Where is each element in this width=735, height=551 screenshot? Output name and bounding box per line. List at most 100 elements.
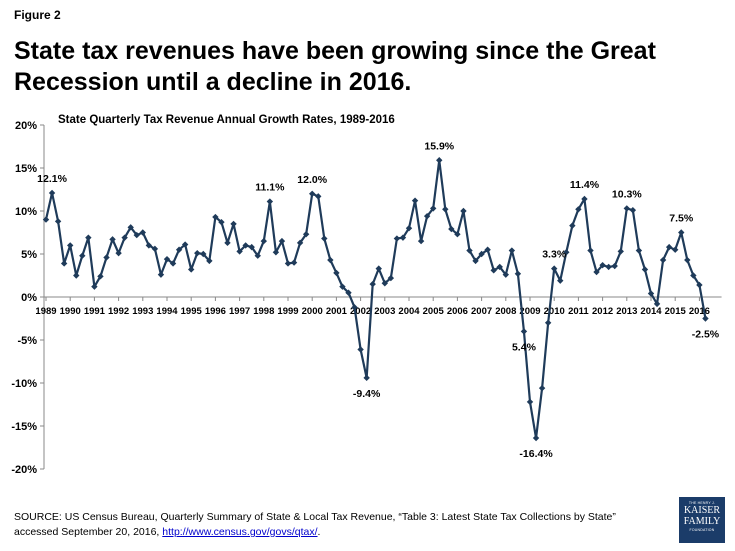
y-tick-label: 0%	[21, 292, 37, 304]
x-tick-label: 1992	[108, 306, 129, 317]
data-point	[387, 274, 395, 282]
data-point	[454, 231, 461, 238]
x-tick-label: 1991	[84, 306, 106, 317]
line-chart: 20%15%10%5%0%-5%-10%-15%-20% 1989 1990 199…	[11, 120, 722, 476]
data-label: 11.1%	[255, 182, 285, 194]
data-point	[266, 198, 274, 205]
data-point	[417, 237, 425, 245]
x-tick-label: 1993	[132, 306, 153, 317]
data-point	[103, 254, 110, 261]
source-note: SOURCE: US Census Bureau, Quarterly Summ…	[14, 510, 654, 540]
data-point	[544, 319, 552, 326]
data-label: 10.3%	[612, 188, 642, 200]
chart-title: State Quarterly Tax Revenue Annual Growt…	[58, 114, 395, 126]
data-point	[60, 260, 68, 267]
data-point	[309, 190, 316, 197]
data-point	[635, 247, 643, 254]
y-tick-label: 5%	[21, 249, 37, 261]
x-tick-label: 2002	[350, 306, 371, 317]
x-tick-label: 2000	[302, 306, 323, 317]
data-point	[460, 207, 467, 215]
x-tick-label: 2013	[616, 306, 637, 317]
data-point	[230, 220, 237, 228]
data-point	[175, 246, 183, 253]
data-point	[157, 271, 165, 278]
x-tick-label: 2008	[495, 306, 516, 317]
data-point	[526, 398, 534, 406]
data-point	[236, 248, 243, 255]
data-label: -16.4%	[519, 448, 553, 460]
x-tick-label: 2009	[519, 306, 540, 317]
x-tick-label: 2015	[665, 306, 687, 317]
logo-line-foundation: FOUNDATION	[689, 528, 715, 532]
x-tick-label: 2010	[544, 306, 565, 317]
data-point	[430, 205, 437, 212]
data-point	[212, 213, 219, 221]
x-tick-label: 2014	[640, 306, 662, 317]
data-point	[466, 247, 473, 254]
data-point	[442, 206, 449, 213]
kff-logo: THE HENRY J. KAISER FAMILY FOUNDATION	[679, 497, 725, 543]
data-point	[538, 384, 546, 392]
y-tick-label: 20%	[15, 120, 37, 132]
y-tick-label: -20%	[11, 464, 37, 476]
x-tick-label: 1999	[277, 306, 298, 317]
data-label: 15.9%	[424, 140, 454, 152]
y-tick-label: 15%	[15, 163, 37, 175]
data-point	[684, 256, 691, 264]
data-point	[399, 234, 407, 241]
data-point	[169, 260, 177, 267]
data-point	[115, 249, 122, 257]
data-point	[296, 239, 304, 247]
data-point	[91, 283, 98, 290]
data-point	[490, 267, 497, 274]
data-point	[581, 195, 588, 203]
x-tick-label: 1995	[181, 306, 203, 317]
data-point	[478, 250, 485, 258]
data-point	[163, 255, 171, 263]
data-point	[411, 197, 419, 204]
data-point	[67, 242, 74, 249]
y-tick-label: -15%	[11, 421, 37, 433]
data-point	[139, 229, 146, 236]
x-tick-label: 2006	[447, 306, 468, 317]
data-point	[85, 234, 92, 241]
data-point	[496, 263, 503, 271]
data-point	[260, 237, 267, 245]
x-tick-label: 1994	[156, 306, 178, 317]
data-point	[200, 250, 207, 258]
data-point	[520, 328, 528, 335]
data-point	[145, 242, 153, 249]
data-point	[641, 266, 649, 273]
data-label: -2.5%	[692, 329, 720, 341]
data-point	[339, 283, 346, 290]
data-point	[508, 247, 516, 254]
data-point	[345, 289, 352, 296]
data-point	[127, 224, 134, 231]
data-point	[73, 272, 80, 279]
x-tick-label: 2005	[423, 306, 445, 317]
data-point	[593, 268, 600, 276]
data-point	[97, 273, 104, 280]
data-point	[369, 280, 376, 288]
data-point	[321, 235, 328, 242]
data-point	[333, 269, 340, 277]
data-point	[617, 248, 624, 255]
data-point	[532, 434, 540, 442]
data-label: 12.1%	[37, 173, 67, 185]
x-tick-label: 2001	[326, 306, 348, 317]
source-link[interactable]: http://www.census.gov/govs/qtax/	[162, 526, 318, 538]
data-point	[557, 277, 564, 284]
data-point	[665, 243, 673, 251]
data-point	[218, 218, 225, 226]
data-point	[563, 249, 570, 256]
data-point	[284, 260, 292, 267]
data-label: 12.0%	[297, 174, 327, 186]
data-point	[363, 374, 370, 382]
data-point	[587, 247, 594, 254]
data-point	[659, 256, 667, 264]
data-labels: 12.1% 11.1% 12.0% -9.4% 15.9% 5.4% -16.4% 3.3% 1…	[37, 140, 720, 460]
data-point	[133, 231, 140, 239]
data-point	[678, 229, 685, 236]
x-tick-label: 1996	[205, 306, 226, 317]
